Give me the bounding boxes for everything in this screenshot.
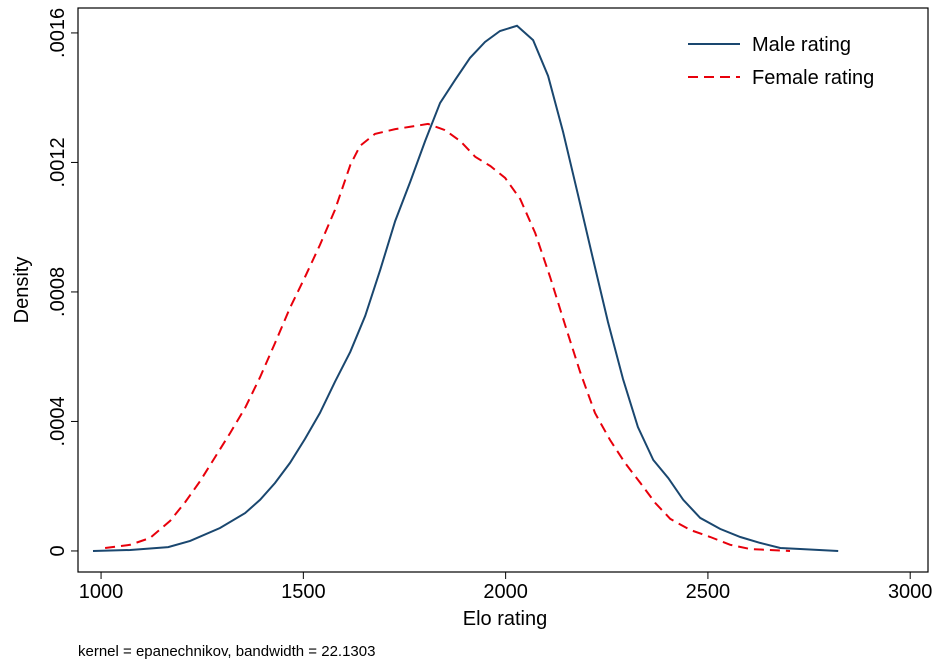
y-tick-label: .0008 bbox=[47, 267, 69, 317]
x-tick-label: 2500 bbox=[686, 581, 731, 603]
x-axis-label: Elo rating bbox=[463, 608, 548, 630]
y-tick-label: 0 bbox=[47, 545, 69, 556]
y-tick-label: .0012 bbox=[47, 137, 69, 187]
plot-frame bbox=[77, 7, 929, 573]
series-line bbox=[104, 122, 791, 552]
y-tick-label: .0004 bbox=[47, 396, 69, 446]
series-line bbox=[92, 24, 839, 552]
y-axis-label: Density bbox=[11, 257, 33, 324]
x-tick-label: 2000 bbox=[483, 581, 528, 603]
note: kernel = epanechnikov, bandwidth = 22.13… bbox=[78, 643, 375, 660]
x-tick-label: 3000 bbox=[888, 581, 933, 603]
legend-label: Female rating bbox=[752, 67, 874, 89]
x-tick-label: 1500 bbox=[281, 581, 326, 603]
x-tick-label: 1000 bbox=[79, 581, 124, 603]
legend-label: Male rating bbox=[752, 34, 851, 56]
y-tick-label: .0016 bbox=[47, 8, 69, 58]
